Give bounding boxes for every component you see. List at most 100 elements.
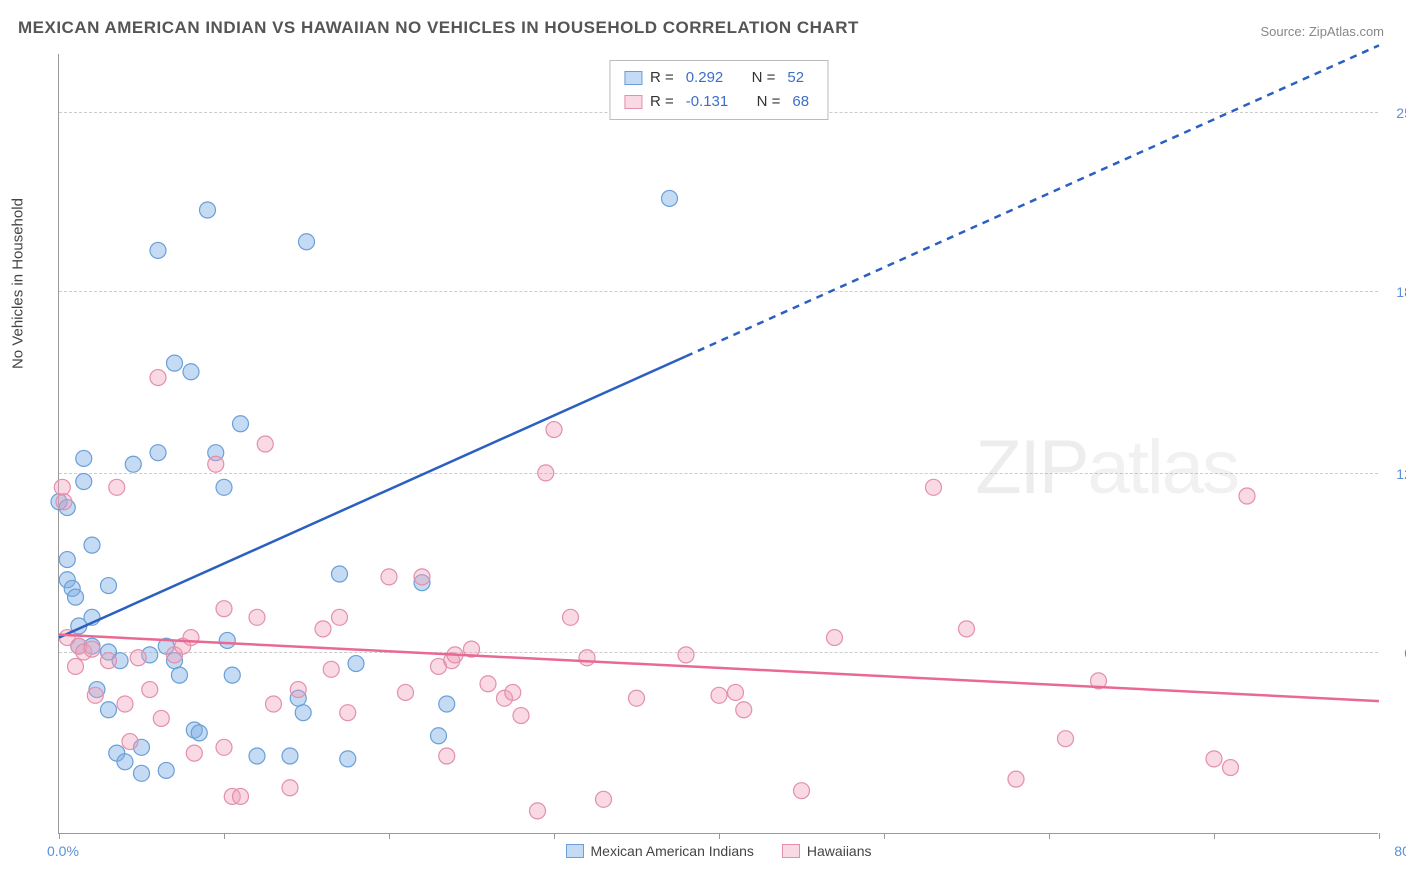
data-point xyxy=(68,658,84,674)
data-point xyxy=(150,370,166,386)
data-point xyxy=(54,479,70,495)
legend: Mexican American Indians Hawaiians xyxy=(565,843,871,859)
data-point xyxy=(340,705,356,721)
data-point xyxy=(1239,488,1255,504)
source-attribution: Source: ZipAtlas.com xyxy=(1260,24,1384,39)
legend-swatch-series1 xyxy=(565,844,583,858)
data-point xyxy=(84,641,100,657)
data-point xyxy=(153,710,169,726)
data-point xyxy=(216,479,232,495)
data-point xyxy=(431,728,447,744)
legend-label-series1: Mexican American Indians xyxy=(590,843,753,859)
x-tick xyxy=(59,833,60,839)
data-point xyxy=(249,609,265,625)
data-point xyxy=(1058,731,1074,747)
x-tick xyxy=(1379,833,1380,839)
data-point xyxy=(224,667,240,683)
data-point xyxy=(183,630,199,646)
data-point xyxy=(794,783,810,799)
x-axis-min-label: 0.0% xyxy=(47,843,79,859)
x-axis-max-label: 80.0% xyxy=(1394,843,1406,859)
data-point xyxy=(150,445,166,461)
data-point xyxy=(959,621,975,637)
data-point xyxy=(125,456,141,472)
data-point xyxy=(87,687,103,703)
data-point xyxy=(117,754,133,770)
legend-label-series2: Hawaiians xyxy=(807,843,872,859)
data-point xyxy=(1008,771,1024,787)
data-point xyxy=(398,684,414,700)
data-point xyxy=(76,450,92,466)
chart-title: MEXICAN AMERICAN INDIAN VS HAWAIIAN NO V… xyxy=(18,18,859,38)
data-point xyxy=(171,667,187,683)
x-tick xyxy=(224,833,225,839)
data-point xyxy=(200,202,216,218)
legend-item-series2: Hawaiians xyxy=(782,843,872,859)
x-tick xyxy=(1214,833,1215,839)
data-point xyxy=(76,474,92,490)
data-point xyxy=(827,630,843,646)
swatch-series2 xyxy=(624,95,642,109)
x-tick xyxy=(1049,833,1050,839)
y-tick-label: 12.5% xyxy=(1386,466,1406,482)
stats-row-series1: R = 0.292 N = 52 xyxy=(624,66,813,90)
n-value-series2: 68 xyxy=(792,90,809,114)
stats-box: R = 0.292 N = 52 R = -0.131 N = 68 xyxy=(609,60,828,120)
data-point xyxy=(101,578,117,594)
data-point xyxy=(546,422,562,438)
data-point xyxy=(101,702,117,718)
y-tick-label: 25.0% xyxy=(1386,105,1406,121)
data-point xyxy=(233,416,249,432)
data-point xyxy=(167,355,183,371)
data-point xyxy=(122,734,138,750)
data-point xyxy=(282,748,298,764)
data-point xyxy=(186,745,202,761)
data-point xyxy=(323,661,339,677)
data-point xyxy=(208,456,224,472)
y-tick-label: 18.8% xyxy=(1386,284,1406,300)
plot-area: 6.3%12.5%18.8%25.0% 0.0% 80.0% ZIPatlas … xyxy=(58,54,1378,834)
data-point xyxy=(678,647,694,663)
data-point xyxy=(56,494,72,510)
data-point xyxy=(150,242,166,258)
data-point xyxy=(257,436,273,452)
data-point xyxy=(513,708,529,724)
data-point xyxy=(101,653,117,669)
data-point xyxy=(439,748,455,764)
data-point xyxy=(596,791,612,807)
data-point xyxy=(216,739,232,755)
data-point xyxy=(233,788,249,804)
data-point xyxy=(538,465,554,481)
data-point xyxy=(282,780,298,796)
data-point xyxy=(299,234,315,250)
data-point xyxy=(340,751,356,767)
data-point xyxy=(249,748,265,764)
data-point xyxy=(134,765,150,781)
data-point xyxy=(295,705,311,721)
trend-line-solid xyxy=(59,356,686,637)
data-point xyxy=(191,725,207,741)
x-tick xyxy=(719,833,720,839)
data-point xyxy=(1206,751,1222,767)
data-point xyxy=(711,687,727,703)
data-point xyxy=(563,609,579,625)
r-value-series1: 0.292 xyxy=(686,66,724,90)
data-point xyxy=(84,537,100,553)
data-point xyxy=(505,684,521,700)
data-point xyxy=(158,762,174,778)
data-point xyxy=(480,676,496,692)
x-tick xyxy=(389,833,390,839)
data-point xyxy=(1223,760,1239,776)
y-tick-label: 6.3% xyxy=(1386,645,1406,661)
data-point xyxy=(130,650,146,666)
data-point xyxy=(348,656,364,672)
data-point xyxy=(219,632,235,648)
data-point xyxy=(117,696,133,712)
n-value-series1: 52 xyxy=(787,66,804,90)
data-point xyxy=(142,682,158,698)
data-point xyxy=(926,479,942,495)
data-point xyxy=(290,682,306,698)
data-point xyxy=(332,609,348,625)
data-point xyxy=(381,569,397,585)
data-point xyxy=(266,696,282,712)
